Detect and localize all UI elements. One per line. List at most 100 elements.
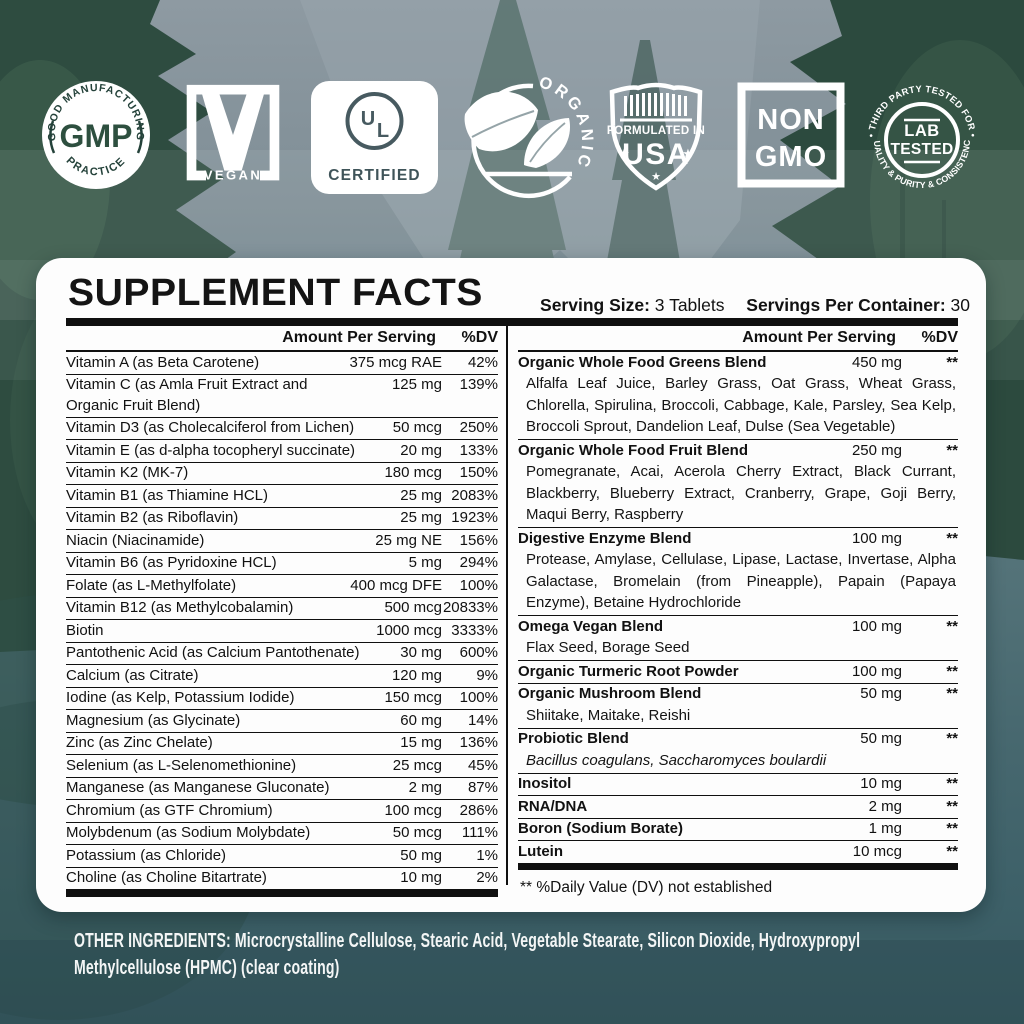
nutrient-name: Potassium (as Chloride) bbox=[66, 846, 227, 864]
nutrient-name: Vitamin C (as Amla Fruit Extract and Org… bbox=[66, 376, 308, 414]
table-row: Potassium (as Chloride) 50 mg 1% bbox=[66, 845, 498, 868]
table-row: Niacin (Niacinamide) 25 mg NE 156% bbox=[66, 530, 498, 553]
nutrient-name: Vitamin B2 (as Riboflavin) bbox=[66, 509, 239, 526]
blend-name: Probiotic Blend bbox=[518, 730, 629, 747]
nutrient-name: Calcium (as Citrate) bbox=[66, 666, 199, 684]
blend-amount: 10 mcg bbox=[852, 842, 902, 860]
nutrient-name: Vitamin B6 (as Pyridoxine HCL) bbox=[66, 554, 277, 571]
nutrient-name: Pantothenic Acid (as Calcium Pantothenat… bbox=[66, 644, 360, 661]
blend-header-row: Organic Turmeric Root Powder 100 mg ** bbox=[518, 662, 958, 683]
table-row: Vitamin D3 (as Cholecalciferol from Lich… bbox=[66, 418, 498, 440]
blend-ingredients: Protease, Amylase, Cellulase, Lipase, La… bbox=[526, 551, 956, 611]
nutrient-amount: 15 mg bbox=[400, 734, 442, 751]
blends-column: Amount Per Serving %DV Organic Whole Foo… bbox=[518, 327, 958, 897]
shield-stripes bbox=[624, 93, 687, 116]
nutrient-amount: 50 mg bbox=[400, 846, 442, 864]
table-row: Vitamin K2 (MK-7) 180 mcg 150% bbox=[66, 463, 498, 485]
blend-amount: 250 mg bbox=[851, 441, 902, 459]
blend-header-row: Organic Whole Food Fruit Blend 250 mg ** bbox=[518, 441, 958, 462]
non-gmo-badge-icon: NON GMO bbox=[737, 82, 845, 188]
table-row: Boron (Sodium Borate) 1 mg ** bbox=[518, 819, 958, 841]
table-row: Lutein 10 mcg ** bbox=[518, 841, 958, 863]
blend-amount: 100 mg bbox=[851, 529, 902, 547]
nutrient-dv: 20833% bbox=[442, 599, 498, 616]
table-row: Vitamin B6 (as Pyridoxine HCL) 5 mg 294% bbox=[66, 553, 498, 575]
blend-amount: 10 mg bbox=[860, 775, 902, 792]
nutrient-name: Chromium (as GTF Chromium) bbox=[66, 801, 273, 819]
leaf-left-icon bbox=[464, 91, 538, 152]
table-row: Inositol 10 mg ** bbox=[518, 774, 958, 796]
nutrient-name: Folate (as L-Methylfolate) bbox=[66, 576, 237, 594]
blend-ingredients: Shiitake, Maitake, Reishi bbox=[526, 706, 691, 724]
amount-per-serving-header: Amount Per Serving bbox=[742, 329, 896, 346]
left-rows: Vitamin A (as Beta Carotene) 375 mcg RAE… bbox=[66, 352, 498, 889]
table-row: Chromium (as GTF Chromium) 100 mcg 286% bbox=[66, 800, 498, 823]
nutrient-amount: 125 mg bbox=[391, 376, 442, 393]
blend-dv: ** bbox=[946, 730, 958, 747]
ul-letter-u: U bbox=[361, 108, 375, 130]
nutrient-dv: 45% bbox=[467, 756, 498, 774]
nutrient-amount: 25 mg bbox=[400, 509, 442, 526]
nutrient-dv: 100% bbox=[459, 689, 498, 706]
usa-center-label: USA bbox=[622, 138, 690, 171]
header-divider-bar bbox=[66, 318, 958, 326]
table-row: Vitamin B1 (as Thiamine HCL) 25 mg 2083% bbox=[66, 485, 498, 508]
column-header: Amount Per Serving %DV bbox=[518, 327, 958, 352]
organic-badge-icon: ORGANIC bbox=[464, 73, 593, 199]
table-row: Vitamin C (as Amla Fruit Extract and Org… bbox=[66, 375, 498, 418]
nutrient-amount: 25 mg NE bbox=[375, 531, 442, 549]
blend-amount: 450 mg bbox=[851, 353, 902, 371]
nutrient-amount: 50 mcg bbox=[392, 419, 442, 436]
table-row: Organic Whole Food Greens Blend 450 mg *… bbox=[518, 352, 958, 440]
nutrient-name: Selenium (as L-Selenomethionine) bbox=[66, 756, 297, 774]
servings-per-container-label: Servings Per Container: bbox=[746, 295, 946, 315]
other-ingredients-text: OTHER INGREDIENTS: Microcrystalline Cell… bbox=[74, 930, 861, 979]
lab-line1: LAB bbox=[904, 122, 939, 140]
lab-line2: TESTED bbox=[891, 141, 954, 158]
serving-size-label: Serving Size: bbox=[540, 295, 650, 315]
amount-per-serving-header: Amount Per Serving bbox=[282, 329, 436, 346]
nutrient-name: Choline (as Choline Bitartrate) bbox=[66, 869, 267, 886]
blend-dv: ** bbox=[946, 685, 958, 702]
nutrient-amount: 20 mg bbox=[400, 441, 442, 459]
blend-name: Boron (Sodium Borate) bbox=[518, 820, 683, 837]
blend-header-row: Probiotic Blend 50 mg ** bbox=[518, 729, 958, 750]
blend-name: Digestive Enzyme Blend bbox=[518, 529, 692, 547]
table-row: Calcium (as Citrate) 120 mg 9% bbox=[66, 665, 498, 688]
blend-name: Organic Whole Food Fruit Blend bbox=[518, 441, 748, 459]
table-row: Organic Whole Food Fruit Blend 250 mg **… bbox=[518, 440, 958, 528]
gmp-center-text: GMP bbox=[60, 118, 133, 154]
serving-size-value: 3 Tablets bbox=[654, 295, 725, 315]
blend-header-row: Omega Vegan Blend 100 mg ** bbox=[518, 617, 958, 638]
formulated-in-usa-badge-icon: FORMULATED IN USA ★ ★ ★ bbox=[607, 82, 705, 191]
nutrient-dv: 286% bbox=[459, 801, 498, 819]
blend-header-row: Boron (Sodium Borate) 1 mg ** bbox=[518, 819, 958, 840]
blend-ingredients: Bacillus coagulans, Saccharomyces boular… bbox=[526, 751, 827, 769]
dv-header: %DV bbox=[461, 329, 498, 346]
table-row: Selenium (as L-Selenomethionine) 25 mcg … bbox=[66, 755, 498, 778]
blend-amount: 50 mg bbox=[860, 730, 902, 747]
table-row: Probiotic Blend 50 mg ** Bacillus coagul… bbox=[518, 729, 958, 774]
bottom-bar bbox=[518, 862, 958, 870]
nutrient-amount: 400 mcg DFE bbox=[350, 576, 442, 594]
table-row: Iodine (as Kelp, Potassium Iodide) 150 m… bbox=[66, 688, 498, 710]
table-row: Organic Mushroom Blend 50 mg ** Shiitake… bbox=[518, 684, 958, 729]
blend-header-row: Organic Whole Food Greens Blend 450 mg *… bbox=[518, 353, 958, 374]
table-row: Vitamin A (as Beta Carotene) 375 mcg RAE… bbox=[66, 352, 498, 375]
blend-dv: ** bbox=[946, 662, 958, 680]
nutrient-dv: 9% bbox=[476, 666, 498, 684]
column-divider bbox=[506, 325, 508, 885]
nutrient-amount: 60 mg bbox=[400, 711, 442, 729]
table-row: RNA/DNA 2 mg ** bbox=[518, 796, 958, 819]
blend-dv: ** bbox=[946, 441, 958, 459]
nutrient-name: Zinc (as Zinc Chelate) bbox=[66, 734, 213, 751]
star-icon: ★ bbox=[651, 171, 661, 183]
blend-name: RNA/DNA bbox=[518, 797, 588, 815]
blend-name: Organic Mushroom Blend bbox=[518, 685, 702, 702]
dv-header: %DV bbox=[921, 329, 958, 346]
dv-footnote: ** %Daily Value (DV) not established bbox=[520, 879, 773, 896]
lab-tested-badge-icon: • THIRD PARTY TESTED FOR • QUALITY & PUR… bbox=[860, 78, 978, 190]
blend-name: Lutein bbox=[518, 842, 563, 860]
leaf-right-icon bbox=[524, 118, 571, 168]
